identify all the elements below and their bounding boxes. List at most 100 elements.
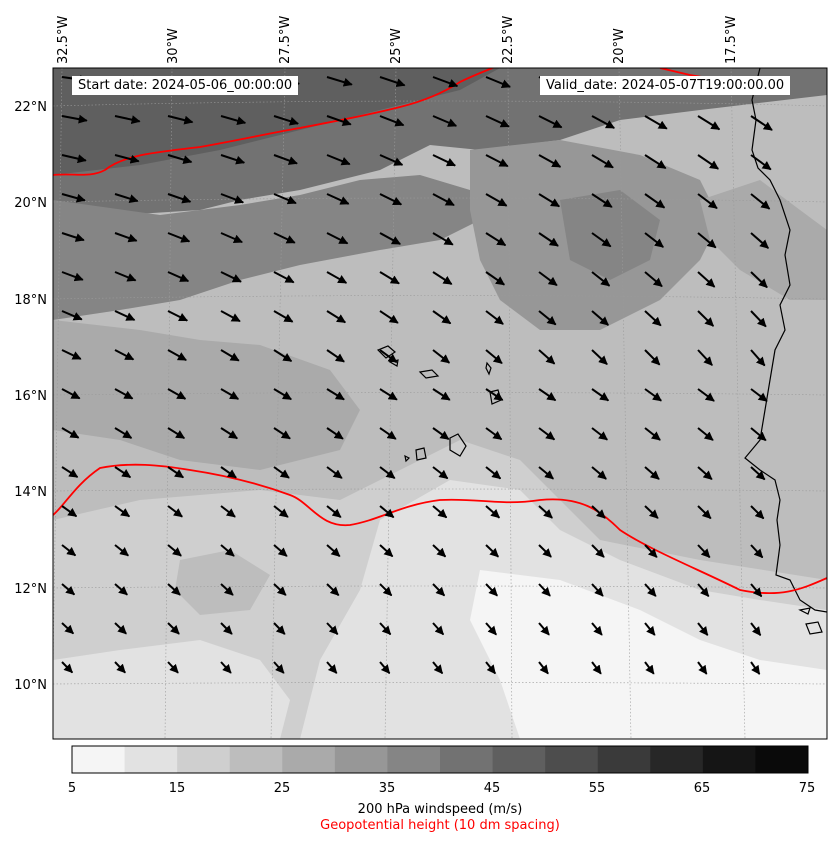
wind-arrow bbox=[485, 193, 508, 207]
wind-arrow bbox=[273, 310, 294, 323]
longitude-label: 27.5°W bbox=[278, 16, 293, 64]
cape-verde-island bbox=[418, 369, 440, 379]
latitude-label: 14°N bbox=[14, 485, 47, 500]
windspeed-field bbox=[53, 68, 827, 739]
wind-arrow bbox=[167, 115, 194, 125]
wind-arrow bbox=[644, 505, 659, 519]
wind-arrow bbox=[485, 622, 497, 636]
wind-arrow bbox=[326, 115, 352, 126]
wind-arrow bbox=[644, 193, 666, 209]
valid-date-label: Valid_date: 2024-05-07T19:00:00.00 bbox=[540, 76, 791, 95]
colorbar bbox=[72, 746, 809, 773]
wind-arrow bbox=[379, 310, 399, 324]
wind-arrow bbox=[750, 349, 766, 367]
wind-arrow bbox=[273, 388, 292, 401]
latitude-labels: 22°N 20°N 18°N 16°N 14°N 12°N 10°N bbox=[14, 100, 47, 693]
wind-arrow bbox=[432, 232, 454, 246]
wind-arrow bbox=[644, 427, 661, 441]
wind-arrow bbox=[591, 427, 608, 441]
africa-coastline bbox=[744, 68, 827, 613]
wind-arrow bbox=[273, 622, 286, 635]
wind-arrow bbox=[750, 115, 773, 131]
wind-arrow bbox=[61, 310, 83, 321]
wind-arrow bbox=[114, 349, 135, 361]
colorbar-swatch bbox=[177, 746, 231, 773]
colorbar-swatch bbox=[334, 746, 388, 773]
wind-arrow bbox=[220, 661, 232, 674]
latitude-label: 18°N bbox=[14, 293, 47, 308]
wind-arrow bbox=[538, 583, 551, 597]
wind-arrow bbox=[432, 76, 459, 88]
wind-arrow bbox=[591, 505, 606, 519]
colorbar-tick-label: 75 bbox=[798, 781, 816, 796]
wind-arrow bbox=[61, 114, 88, 124]
colorbar-tick-label: 45 bbox=[483, 781, 501, 796]
wind-arrow bbox=[326, 271, 348, 284]
wind-arrow bbox=[167, 232, 191, 243]
wind-arrow bbox=[220, 427, 238, 440]
colorbar-swatch bbox=[702, 746, 756, 773]
wind-arrow bbox=[485, 388, 504, 401]
wind-arrow bbox=[485, 349, 503, 365]
wind-arrow bbox=[591, 583, 604, 597]
wind-arrow bbox=[697, 154, 719, 170]
wind-arrow bbox=[61, 661, 74, 674]
wind-arrow bbox=[114, 544, 129, 557]
colorbar-tick-label: 55 bbox=[588, 781, 606, 796]
longitude-label: 20°W bbox=[612, 28, 627, 64]
wind-arrow bbox=[326, 466, 343, 479]
wind-arrow bbox=[114, 271, 137, 282]
map-frame bbox=[52, 67, 828, 740]
wind-arrow bbox=[61, 427, 80, 439]
wind-arrow bbox=[644, 271, 663, 288]
wind-arrow bbox=[697, 661, 708, 675]
wind-arrow bbox=[432, 661, 444, 675]
cape-verde-island bbox=[376, 345, 396, 359]
wind-arrow bbox=[485, 76, 511, 88]
wind-arrow bbox=[167, 388, 187, 400]
wind-arrow bbox=[538, 505, 553, 519]
wind-arrow bbox=[114, 661, 126, 674]
wind-arrow bbox=[220, 271, 242, 283]
wind-arrow bbox=[379, 505, 395, 519]
wind-arrow bbox=[326, 583, 340, 597]
wind-arrow bbox=[379, 349, 398, 364]
wind-arrow bbox=[591, 232, 612, 248]
wind-arrow bbox=[591, 388, 610, 402]
wind-arrow bbox=[61, 583, 76, 596]
wind-arrow bbox=[750, 427, 767, 442]
wind-arrow bbox=[538, 544, 552, 558]
wind-arrow bbox=[167, 505, 183, 518]
wind-arrow bbox=[697, 193, 718, 210]
colorbar-swatch bbox=[387, 746, 441, 773]
wind-arrow bbox=[485, 427, 503, 441]
colorbar-frame bbox=[71, 745, 809, 774]
wind-arrow bbox=[750, 193, 771, 210]
wind-arrow bbox=[326, 505, 342, 518]
latitude-label: 12°N bbox=[14, 582, 47, 597]
wind-arrow bbox=[326, 544, 341, 558]
colorbar-swatch bbox=[492, 746, 546, 773]
colorbar-tick-label: 5 bbox=[67, 781, 77, 796]
colorbar-swatch bbox=[72, 746, 126, 773]
wind-arrow bbox=[432, 388, 451, 401]
wind-arrow bbox=[61, 544, 77, 557]
wind-arrow bbox=[167, 193, 192, 204]
wind-arrow bbox=[220, 583, 234, 596]
wind-arrow bbox=[220, 466, 237, 479]
latitude-label: 10°N bbox=[14, 678, 47, 693]
wind-arrow bbox=[750, 232, 769, 249]
wind-arrow bbox=[697, 388, 715, 402]
wind-arrow bbox=[61, 349, 82, 360]
wind-arrow bbox=[326, 349, 345, 363]
wind-arrow bbox=[644, 310, 662, 327]
wind-arrow bbox=[538, 193, 560, 208]
wind-arrow bbox=[644, 466, 660, 480]
wind-arrow bbox=[273, 466, 290, 479]
wind-arrow bbox=[379, 583, 393, 597]
wind-arrow bbox=[432, 466, 449, 480]
wind-arrow bbox=[644, 661, 655, 675]
wind-arrow bbox=[167, 427, 186, 440]
wind-arrow bbox=[114, 154, 140, 164]
